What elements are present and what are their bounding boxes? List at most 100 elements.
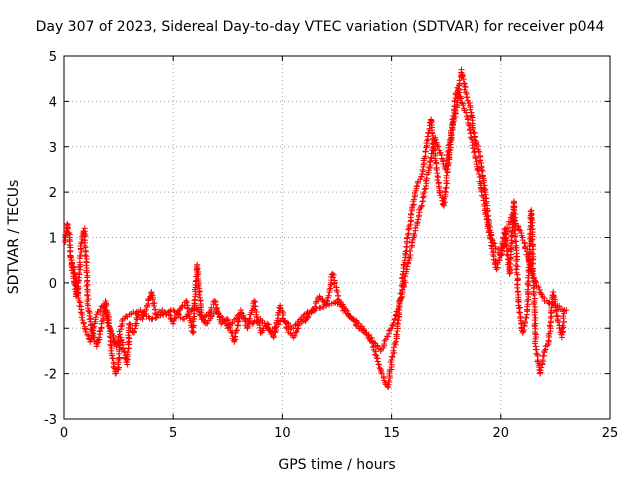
- data-point: [508, 229, 515, 236]
- data-point: [548, 304, 555, 311]
- data-point: [529, 272, 536, 279]
- data-point: [140, 309, 147, 316]
- data-point: [96, 334, 103, 341]
- y-tick-label: -1: [44, 322, 57, 337]
- data-point: [483, 216, 490, 223]
- data-point: [232, 333, 239, 340]
- data-point: [528, 237, 535, 244]
- data-point: [76, 298, 83, 305]
- data-point: [196, 288, 203, 295]
- data-point: [80, 320, 87, 327]
- y-tick-label: -3: [44, 413, 57, 428]
- data-point: [474, 166, 481, 173]
- data-point: [419, 166, 426, 173]
- data-point: [559, 322, 566, 329]
- data-point: [404, 263, 411, 270]
- data-point: [194, 265, 201, 272]
- data-point: [77, 299, 84, 306]
- x-tick-label: 0: [60, 426, 68, 441]
- data-point: [469, 136, 476, 143]
- data-point: [191, 297, 198, 304]
- data-point: [284, 319, 291, 326]
- data-point: [424, 133, 431, 140]
- data-point: [392, 312, 399, 319]
- data-point: [456, 77, 463, 84]
- data-point: [233, 327, 240, 334]
- data-point: [84, 292, 91, 299]
- data-point: [427, 158, 434, 165]
- data-point: [149, 315, 156, 322]
- data-point: [417, 176, 424, 183]
- tick-layer: 0 5 10 15 20 25 -3 -2 -1 0 1 2 3 4 5: [44, 50, 618, 441]
- data-point: [386, 327, 393, 334]
- data-point: [490, 239, 497, 246]
- data-point: [110, 364, 117, 371]
- data-point: [524, 248, 531, 255]
- data-point: [339, 303, 346, 310]
- data-point: [499, 244, 506, 251]
- data-point: [384, 383, 391, 390]
- data-point: [97, 327, 104, 334]
- x-axis-label: GPS time / hours: [278, 457, 396, 473]
- data-point: [532, 309, 539, 316]
- data-point: [235, 311, 242, 318]
- data-point: [445, 142, 452, 149]
- data-point: [412, 224, 419, 231]
- data-point: [466, 127, 473, 134]
- y-tick-label: 3: [49, 141, 57, 156]
- data-point: [233, 327, 240, 334]
- data-point: [509, 214, 516, 221]
- data-point: [531, 340, 538, 347]
- data-point: [531, 311, 538, 318]
- data-point: [130, 328, 137, 335]
- data-point: [108, 345, 115, 352]
- data-point: [94, 340, 101, 347]
- data-point: [442, 188, 449, 195]
- data-point: [341, 307, 348, 314]
- data-point: [391, 315, 398, 322]
- x-tick-label: 20: [493, 426, 510, 441]
- data-point: [393, 331, 400, 338]
- data-point: [555, 318, 562, 325]
- data-point: [511, 227, 518, 234]
- data-point: [116, 354, 123, 361]
- data-point: [409, 201, 416, 208]
- data-point: [190, 322, 197, 329]
- y-tick-label: 4: [49, 95, 57, 110]
- data-point: [201, 319, 208, 326]
- data-point: [291, 332, 298, 339]
- data-point: [537, 367, 544, 374]
- data-point: [460, 102, 467, 109]
- data-point: [370, 344, 377, 351]
- data-point: [96, 328, 103, 335]
- data-point: [202, 313, 209, 320]
- data-point: [292, 329, 299, 336]
- data-point: [532, 330, 539, 337]
- data-point: [196, 291, 203, 298]
- data-point: [545, 299, 552, 306]
- data-point: [413, 183, 420, 190]
- data-point: [365, 331, 372, 338]
- data-point: [405, 226, 412, 233]
- data-point: [531, 323, 538, 330]
- data-point: [535, 283, 542, 290]
- data-point: [208, 304, 215, 311]
- data-point: [330, 274, 337, 281]
- data-point: [388, 353, 395, 360]
- data-point: [76, 264, 83, 271]
- data-point: [549, 301, 556, 308]
- data-point: [98, 318, 105, 325]
- data-point: [175, 310, 182, 317]
- data-point: [167, 315, 174, 322]
- data-point: [423, 137, 430, 144]
- data-point: [521, 318, 528, 325]
- data-point: [480, 197, 487, 204]
- points-layer: [62, 66, 570, 391]
- data-point: [102, 309, 109, 316]
- data-point: [390, 320, 397, 327]
- data-point: [310, 308, 317, 315]
- data-point: [507, 254, 514, 261]
- data-point: [429, 130, 436, 137]
- data-point: [484, 225, 491, 232]
- data-point: [529, 250, 536, 257]
